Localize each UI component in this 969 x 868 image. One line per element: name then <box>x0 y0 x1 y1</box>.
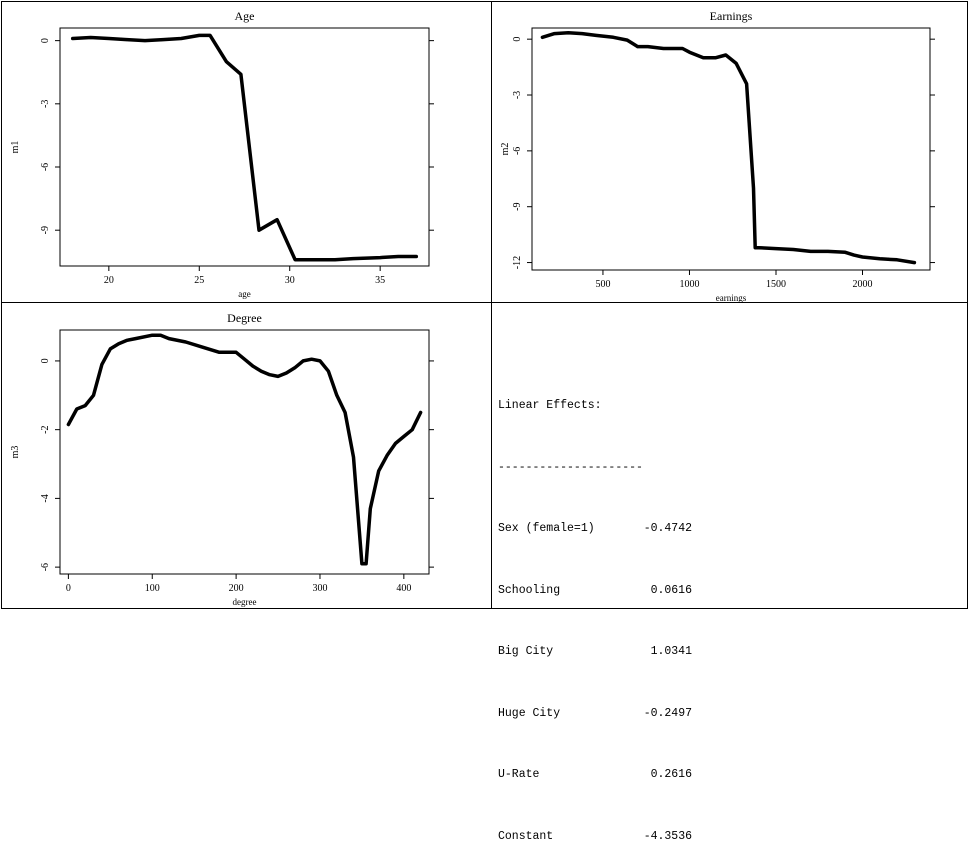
y-tick-label: -9 <box>512 203 523 211</box>
data-line <box>66 333 423 566</box>
x-tick-label: 200 <box>229 583 244 594</box>
age-chart: Age 20 25 30 35 0 -3 -6 -9 age m1 <box>10 9 434 299</box>
x-tick-label: 30 <box>285 275 295 286</box>
x-tick-label: 35 <box>375 275 385 286</box>
chart-title: Earnings <box>710 9 753 23</box>
x-tick-label: 20 <box>104 275 114 286</box>
plot-frame <box>59 329 430 575</box>
y-tick-label: -6 <box>40 563 51 571</box>
x-tick-label: 400 <box>396 583 411 594</box>
stat-name: Schooling <box>498 583 561 597</box>
x-tick-label: 1500 <box>766 279 786 290</box>
linear-effects-table: Linear Effects: --------------------- Se… <box>498 355 692 868</box>
y-axis-label: m1 <box>10 141 21 154</box>
earnings-chart: Earnings 500 1000 1500 2000 0 -3 -6 -9 -12 earning… <box>500 9 935 303</box>
stat-name: Constant <box>498 829 554 843</box>
stat-row-big-city: Big City 1.0341 <box>498 642 692 663</box>
x-axis-label: age <box>238 289 251 299</box>
stat-name: U-Rate <box>498 768 540 781</box>
stat-row-u-rate: U-Rate 0.2616 <box>498 765 692 786</box>
x-axis-label: earnings <box>716 293 747 303</box>
x-tick-label: 500 <box>595 279 610 290</box>
linear-effects-separator: --------------------- <box>498 460 643 474</box>
x-tick-label: 0 <box>66 583 71 594</box>
y-tick-label: -6 <box>40 163 51 171</box>
stat-value: 0.2616 <box>650 768 692 781</box>
data-line <box>540 30 917 265</box>
figure-frame <box>1 1 968 609</box>
y-tick-label: -2 <box>40 425 51 433</box>
stat-row-schooling: Schooling 0.0616 <box>498 581 692 602</box>
plot-frame <box>531 27 931 271</box>
y-tick-label: 0 <box>40 358 51 363</box>
y-tick-label: -3 <box>40 100 51 108</box>
x-tick-label: 300 <box>312 583 327 594</box>
y-tick-label: -6 <box>512 147 523 155</box>
x-axis-label: degree <box>233 597 257 607</box>
stat-name: Sex (female=1) <box>498 522 595 535</box>
x-tick-label: 2000 <box>853 279 873 290</box>
panel-divider-vertical <box>491 1 492 609</box>
x-tick-label: 25 <box>194 275 204 286</box>
linear-effects-title: Linear Effects: <box>498 399 602 412</box>
stat-name: Big City <box>498 645 554 658</box>
stat-row-huge-city: Huge City -0.2497 <box>498 704 692 725</box>
y-tick-label: -12 <box>512 256 523 269</box>
y-axis-label: m2 <box>500 143 511 156</box>
stat-name: Huge City <box>498 706 561 720</box>
plot-frame <box>59 27 430 267</box>
x-tick-label: 100 <box>145 583 160 594</box>
y-axis-label: m3 <box>10 446 21 459</box>
chart-title: Degree <box>227 311 262 325</box>
stat-row-constant: Constant -4.3536 <box>498 827 692 848</box>
y-tick-label: -3 <box>512 91 523 99</box>
stat-value: 1.0341 <box>650 645 692 658</box>
stat-value: 0.0616 <box>650 583 692 597</box>
x-tick-label: 1000 <box>679 279 699 290</box>
y-tick-label: 0 <box>512 37 523 42</box>
chart-title: Age <box>235 9 255 23</box>
stat-value: -4.3536 <box>643 829 692 843</box>
panel-divider-horizontal <box>1 302 968 303</box>
stat-value: -0.2497 <box>643 706 692 720</box>
stat-row-sex: Sex (female=1) -0.4742 <box>498 519 692 540</box>
stat-value: -0.4742 <box>643 522 692 535</box>
data-line <box>70 33 419 262</box>
y-tick-label: 0 <box>40 38 51 43</box>
y-tick-label: -9 <box>40 226 51 234</box>
y-tick-label: -4 <box>40 494 51 502</box>
degree-chart: Degree 0 100 200 300 400 0 -2 -4 -6 degree m3 <box>10 311 434 607</box>
